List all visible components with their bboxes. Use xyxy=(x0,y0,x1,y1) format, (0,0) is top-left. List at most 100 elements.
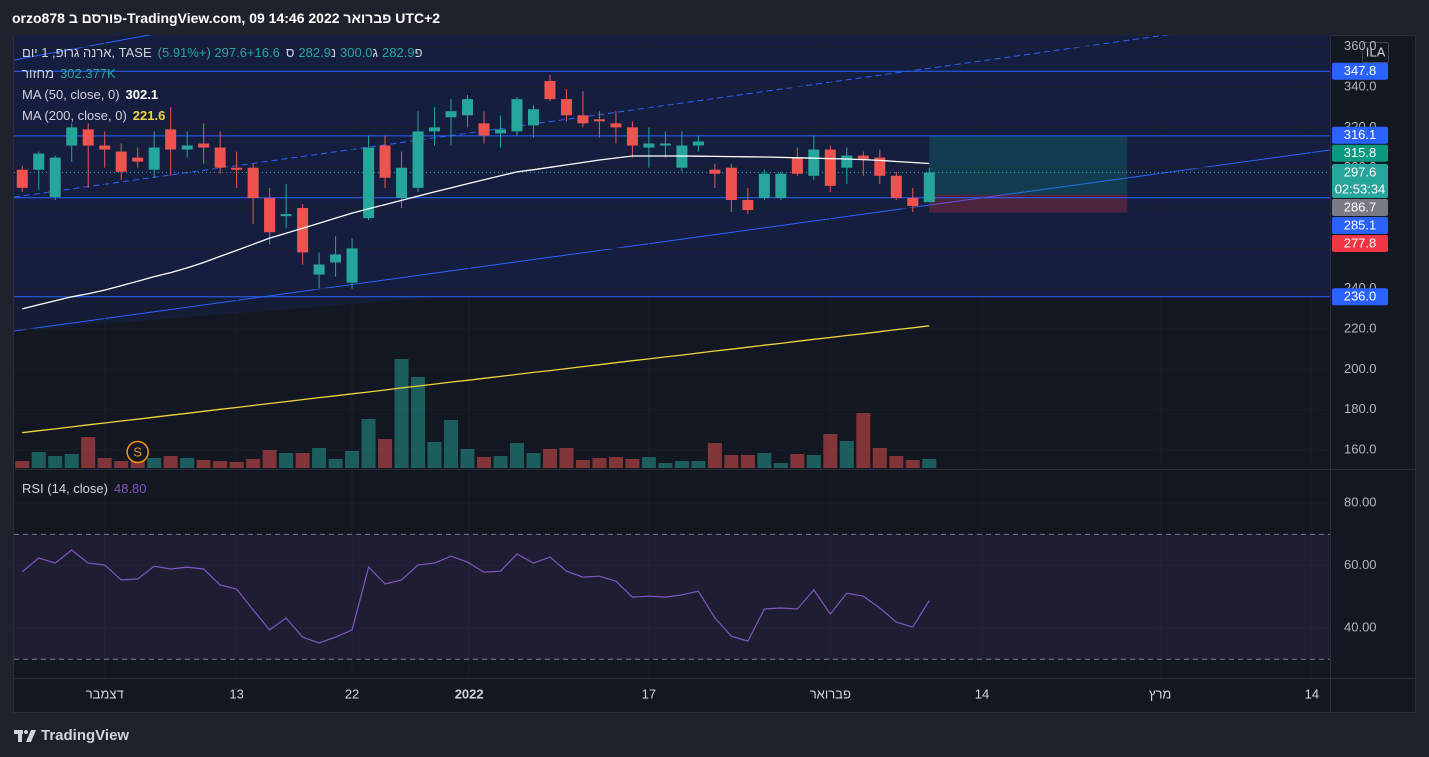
legend-ohlc-value: 297.6 xyxy=(214,45,247,60)
candle-body xyxy=(511,99,523,132)
volume-bar xyxy=(31,451,46,468)
candle-body xyxy=(66,127,78,146)
candle-body xyxy=(264,197,276,233)
y-tick-label: 340.0 xyxy=(1344,78,1377,93)
volume-bar xyxy=(147,457,162,468)
legend-change: +16.6 (+5.91%) xyxy=(157,45,280,60)
x-tick-label: 2022 xyxy=(455,686,484,701)
candle-body xyxy=(429,127,441,132)
volume-bar xyxy=(773,462,788,468)
candle-body xyxy=(33,153,45,170)
candle-body xyxy=(709,169,721,174)
rsi-line xyxy=(21,549,930,644)
volume-bar xyxy=(295,452,310,468)
volume-bar xyxy=(757,452,772,468)
volume-bar xyxy=(872,447,887,468)
price-badge xyxy=(1332,144,1388,162)
candle-body xyxy=(346,248,358,283)
candle-body xyxy=(214,147,226,168)
x-tick-label: 17 xyxy=(642,686,656,701)
candle-body xyxy=(148,147,160,170)
legend-ohlc-key: ג xyxy=(372,45,379,60)
volume-bar xyxy=(97,457,112,468)
volume-bar xyxy=(262,449,277,468)
volume-bar xyxy=(15,461,30,468)
candle-body xyxy=(49,157,61,197)
candle-body xyxy=(313,264,325,275)
volume-bar xyxy=(246,459,261,468)
price-badge-label: 286.7 xyxy=(1344,199,1377,214)
candles xyxy=(16,74,935,289)
candle-body xyxy=(115,151,127,172)
position-stop xyxy=(929,194,1128,213)
price-badge xyxy=(1332,235,1388,253)
x-tick-label: 13 xyxy=(229,686,243,701)
event-label: S xyxy=(133,444,142,459)
x-tick-label: דצמבר xyxy=(86,686,124,701)
candle-body xyxy=(593,119,605,122)
candle-body xyxy=(181,145,193,150)
logo-shape xyxy=(26,730,36,742)
price-badges: 347.8 316.1 315.8 297.6 02:53:34 286.7 285.1 27… xyxy=(1332,62,1388,306)
volume-bar xyxy=(114,461,129,468)
moving-averages xyxy=(22,155,930,434)
volume-bar xyxy=(328,459,343,468)
header-title: orzo878 פורסם ב-TradingView.com, 09 פברו… xyxy=(12,10,441,26)
price-lines xyxy=(14,70,1330,298)
candle-body xyxy=(841,155,853,168)
candle-body xyxy=(560,99,572,116)
candle-body xyxy=(527,109,539,126)
price-badge xyxy=(1332,62,1388,80)
volume-bar xyxy=(427,441,442,468)
drawings xyxy=(14,35,1330,332)
volume-bar xyxy=(658,462,673,468)
legend-volume-name: מחזור xyxy=(22,66,55,81)
volume-bar xyxy=(856,412,871,468)
volume-bar xyxy=(444,419,459,468)
legend-ohlc-value: 300.0 xyxy=(340,45,373,60)
volume-bar xyxy=(493,456,508,468)
volume-bar xyxy=(542,449,557,468)
candle-body xyxy=(132,157,144,162)
legend-ohlc: פ282.9ג300.0נ282.9ס297.6 xyxy=(214,45,426,60)
volume-bar xyxy=(279,452,294,468)
volume-bar xyxy=(905,459,920,468)
footer-logo: TradingView xyxy=(14,727,129,744)
candle-body xyxy=(742,199,754,211)
legend-ohlc-item: נ282.9 xyxy=(298,45,336,60)
price-badge xyxy=(1332,288,1388,306)
trend-line xyxy=(14,149,1330,332)
candle-body xyxy=(231,167,243,170)
volume-bar xyxy=(394,359,409,468)
volume-bar xyxy=(130,461,145,468)
candle-body xyxy=(544,80,556,100)
candle-body xyxy=(379,145,391,178)
x-tick-label: 22 xyxy=(345,686,359,701)
volume-bar xyxy=(625,459,640,468)
price-badge xyxy=(1332,217,1388,235)
candle-body xyxy=(808,149,820,176)
candle-body xyxy=(758,173,770,198)
volume-bar xyxy=(641,456,656,468)
legend-ma50-name: MA (50, close, 0) xyxy=(22,87,120,102)
currency-label: ILA xyxy=(1366,44,1386,59)
volume-bar xyxy=(229,461,244,468)
position-target xyxy=(929,135,1128,195)
volume-bar xyxy=(889,456,904,468)
price-badge-label: 277.8 xyxy=(1344,235,1377,250)
candle-body xyxy=(396,167,408,198)
candle-body xyxy=(82,129,94,146)
candle-body xyxy=(494,129,506,134)
volume-bar xyxy=(559,447,574,468)
volume-bar xyxy=(823,434,838,468)
x-tick-label: 14 xyxy=(975,686,989,701)
volume-bar xyxy=(806,454,821,468)
legend-rsi-value: 48.80 xyxy=(113,481,147,496)
legend-ma50-value: 302.1 xyxy=(125,87,159,102)
y-tick-label: 60.00 xyxy=(1344,557,1377,572)
legend-ohlc-value: 282.9 xyxy=(382,45,415,60)
volume-bar xyxy=(707,442,722,468)
candle-body xyxy=(643,143,655,148)
